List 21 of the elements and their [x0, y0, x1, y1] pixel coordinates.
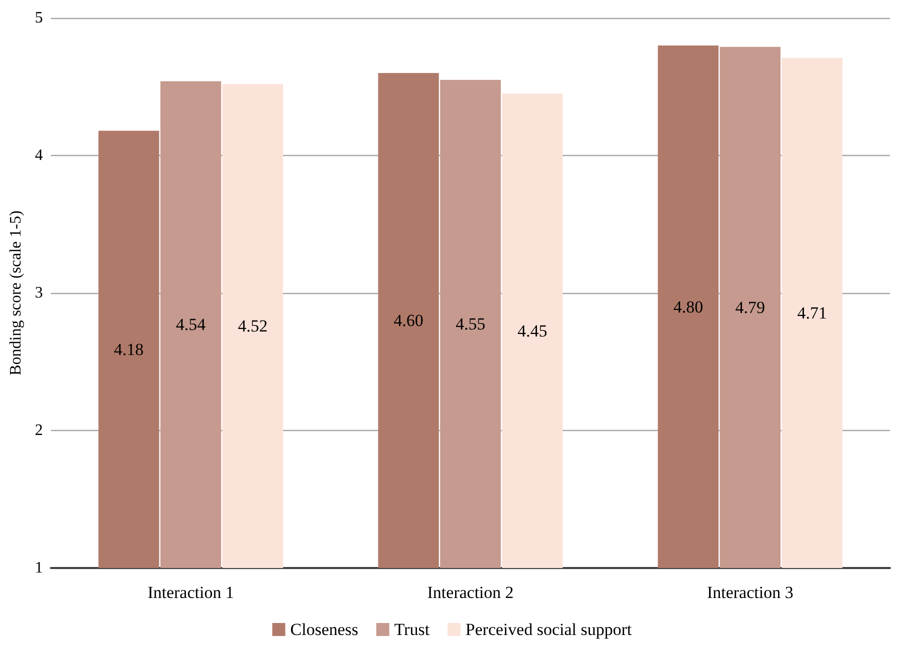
- y-tick-label: 2: [34, 422, 43, 439]
- data-label: 4.55: [456, 314, 486, 334]
- y-tick-label: 4: [34, 147, 43, 164]
- y-tick-label: 3: [34, 284, 43, 302]
- data-label: 4.54: [176, 315, 206, 334]
- data-label: 4.60: [394, 311, 424, 330]
- data-label: 4.18: [114, 340, 144, 359]
- x-tick-label: Interaction 1: [148, 583, 234, 602]
- legend-label: Perceived social support: [466, 620, 632, 639]
- y-tick-label: 5: [34, 10, 43, 26]
- y-tick-label: 1: [34, 560, 43, 576]
- data-label: 4.79: [735, 298, 766, 317]
- x-tick-label: Interaction 3: [706, 583, 794, 602]
- data-label: 4.52: [238, 316, 268, 336]
- y-axis-title: Bonding score (scale 1-5): [8, 210, 24, 376]
- x-tick-label: Interaction 2: [427, 583, 514, 602]
- legend-label: Trust: [394, 620, 430, 639]
- legend-label: Closeness: [290, 620, 358, 639]
- data-label: 4.45: [518, 321, 548, 340]
- data-label: 4.71: [797, 303, 827, 322]
- data-label: 4.80: [673, 297, 704, 316]
